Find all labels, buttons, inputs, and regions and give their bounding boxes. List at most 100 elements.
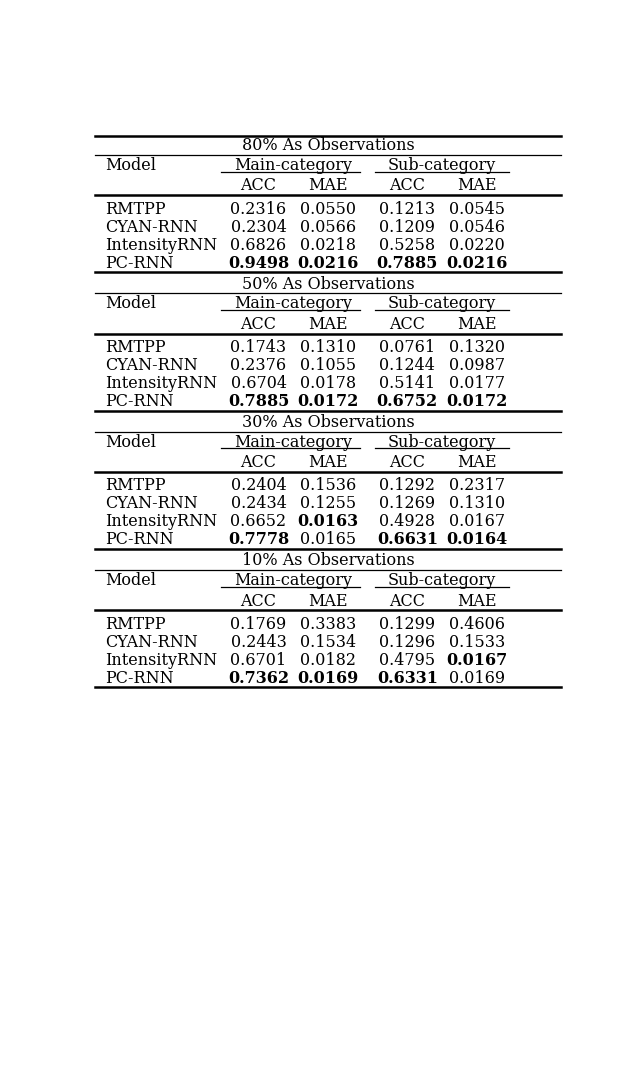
Text: IntensityRNN: IntensityRNN <box>105 652 217 669</box>
Text: 0.1255: 0.1255 <box>300 495 356 512</box>
Text: MAE: MAE <box>308 593 348 609</box>
Text: PC-RNN: PC-RNN <box>105 255 173 272</box>
Text: MAE: MAE <box>457 177 497 195</box>
Text: 0.2304: 0.2304 <box>230 219 287 236</box>
Text: 0.0177: 0.0177 <box>449 375 505 392</box>
Text: 0.0216: 0.0216 <box>446 255 508 272</box>
Text: PC-RNN: PC-RNN <box>105 393 173 410</box>
Text: CYAN-RNN: CYAN-RNN <box>105 219 198 236</box>
Text: 10% As Observations: 10% As Observations <box>242 553 414 569</box>
Text: 0.0167: 0.0167 <box>449 514 505 531</box>
Text: 80% As Observations: 80% As Observations <box>242 137 414 154</box>
Text: 0.1055: 0.1055 <box>300 357 356 374</box>
Text: 50% As Observations: 50% As Observations <box>242 275 414 293</box>
Text: 0.0167: 0.0167 <box>446 652 508 669</box>
Text: 0.0172: 0.0172 <box>298 393 358 410</box>
Text: ACC: ACC <box>241 454 276 471</box>
Text: 0.0172: 0.0172 <box>446 393 508 410</box>
Text: 0.0165: 0.0165 <box>300 532 356 548</box>
Text: 0.0220: 0.0220 <box>449 237 505 254</box>
Text: 0.7362: 0.7362 <box>228 670 289 687</box>
Text: 0.0169: 0.0169 <box>449 670 505 687</box>
Text: 0.1244: 0.1244 <box>380 357 435 374</box>
Text: 0.7885: 0.7885 <box>377 255 438 272</box>
Text: ACC: ACC <box>389 593 426 609</box>
Text: 0.3383: 0.3383 <box>300 616 356 633</box>
Text: 0.9498: 0.9498 <box>228 255 289 272</box>
Text: PC-RNN: PC-RNN <box>105 670 173 687</box>
Text: Sub-category: Sub-category <box>388 434 496 450</box>
Text: 0.1292: 0.1292 <box>380 478 435 494</box>
Text: 0.2434: 0.2434 <box>230 495 287 512</box>
Text: CYAN-RNN: CYAN-RNN <box>105 634 198 651</box>
Text: 0.2376: 0.2376 <box>230 357 287 374</box>
Text: 0.0566: 0.0566 <box>300 219 356 236</box>
Text: ACC: ACC <box>241 593 276 609</box>
Text: Model: Model <box>105 295 156 312</box>
Text: 0.6701: 0.6701 <box>230 652 287 669</box>
Text: Main-category: Main-category <box>234 434 352 450</box>
Text: 0.0164: 0.0164 <box>446 532 508 548</box>
Text: RMTPP: RMTPP <box>105 616 165 633</box>
Text: Model: Model <box>105 572 156 589</box>
Text: 0.7885: 0.7885 <box>228 393 289 410</box>
Text: 30% As Observations: 30% As Observations <box>242 413 414 431</box>
Text: IntensityRNN: IntensityRNN <box>105 514 217 531</box>
Text: 0.0169: 0.0169 <box>298 670 358 687</box>
Text: 0.2443: 0.2443 <box>230 634 287 651</box>
Text: 0.0163: 0.0163 <box>298 514 358 531</box>
Text: 0.1296: 0.1296 <box>380 634 435 651</box>
Text: Sub-category: Sub-category <box>388 295 496 312</box>
Text: RMTPP: RMTPP <box>105 339 165 356</box>
Text: RMTPP: RMTPP <box>105 200 165 218</box>
Text: 0.6752: 0.6752 <box>377 393 438 410</box>
Text: 0.1213: 0.1213 <box>380 200 435 218</box>
Text: 0.6331: 0.6331 <box>377 670 438 687</box>
Text: Model: Model <box>105 434 156 450</box>
Text: 0.0545: 0.0545 <box>449 200 505 218</box>
Text: 0.6631: 0.6631 <box>377 532 438 548</box>
Text: 0.1743: 0.1743 <box>230 339 287 356</box>
Text: 0.6826: 0.6826 <box>230 237 287 254</box>
Text: ACC: ACC <box>241 177 276 195</box>
Text: Main-category: Main-category <box>234 157 352 174</box>
Text: CYAN-RNN: CYAN-RNN <box>105 495 198 512</box>
Text: RMTPP: RMTPP <box>105 478 165 494</box>
Text: 0.6652: 0.6652 <box>230 514 287 531</box>
Text: MAE: MAE <box>308 316 348 333</box>
Text: 0.1269: 0.1269 <box>380 495 435 512</box>
Text: Sub-category: Sub-category <box>388 572 496 589</box>
Text: 0.0761: 0.0761 <box>380 339 435 356</box>
Text: IntensityRNN: IntensityRNN <box>105 375 217 392</box>
Text: 0.0550: 0.0550 <box>300 200 356 218</box>
Text: 0.1320: 0.1320 <box>449 339 505 356</box>
Text: MAE: MAE <box>308 454 348 471</box>
Text: 0.6704: 0.6704 <box>230 375 287 392</box>
Text: CYAN-RNN: CYAN-RNN <box>105 357 198 374</box>
Text: 0.4928: 0.4928 <box>380 514 435 531</box>
Text: MAE: MAE <box>457 316 497 333</box>
Text: 0.0216: 0.0216 <box>298 255 358 272</box>
Text: 0.0546: 0.0546 <box>449 219 505 236</box>
Text: 0.1534: 0.1534 <box>300 634 356 651</box>
Text: 0.0218: 0.0218 <box>300 237 356 254</box>
Text: IntensityRNN: IntensityRNN <box>105 237 217 254</box>
Text: PC-RNN: PC-RNN <box>105 532 173 548</box>
Text: 0.7778: 0.7778 <box>228 532 289 548</box>
Text: 0.1533: 0.1533 <box>449 634 505 651</box>
Text: Main-category: Main-category <box>234 295 352 312</box>
Text: ACC: ACC <box>241 316 276 333</box>
Text: 0.1299: 0.1299 <box>380 616 435 633</box>
Text: 0.1769: 0.1769 <box>230 616 287 633</box>
Text: 0.5258: 0.5258 <box>380 237 435 254</box>
Text: 0.2317: 0.2317 <box>449 478 505 494</box>
Text: 0.4606: 0.4606 <box>449 616 505 633</box>
Text: 0.1310: 0.1310 <box>300 339 356 356</box>
Text: 0.2316: 0.2316 <box>230 200 287 218</box>
Text: Main-category: Main-category <box>234 572 352 589</box>
Text: 0.0182: 0.0182 <box>300 652 356 669</box>
Text: 0.5141: 0.5141 <box>380 375 435 392</box>
Text: ACC: ACC <box>389 177 426 195</box>
Text: 0.0178: 0.0178 <box>300 375 356 392</box>
Text: 0.4795: 0.4795 <box>380 652 435 669</box>
